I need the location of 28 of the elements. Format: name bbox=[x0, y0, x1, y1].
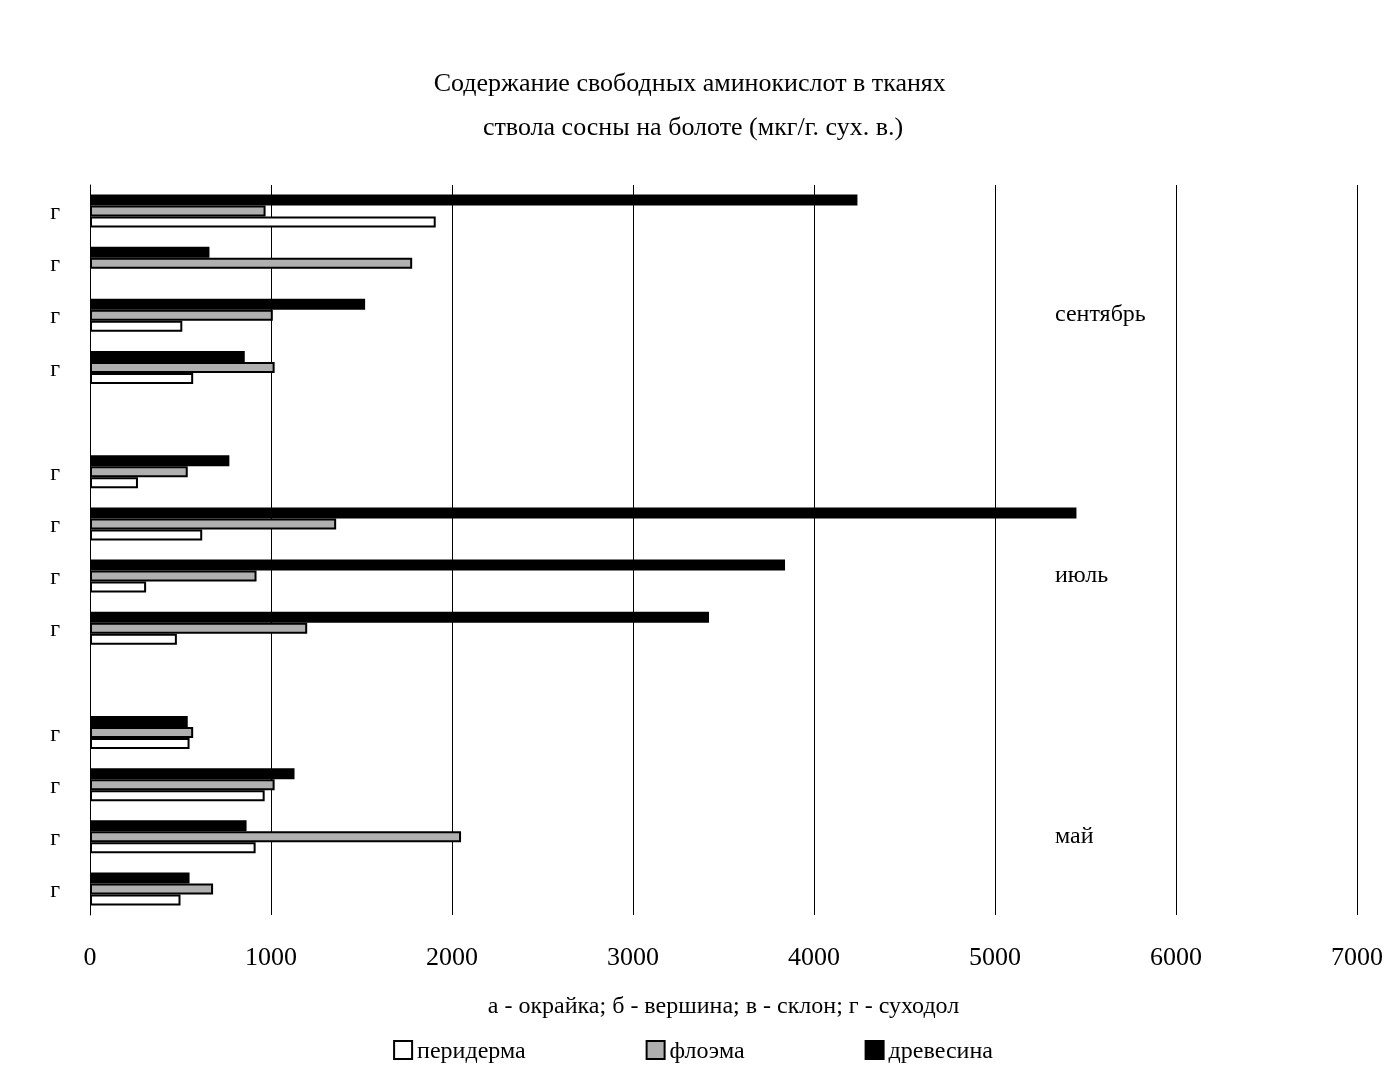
annotation: сентябрь bbox=[1055, 300, 1146, 327]
y-tick-label: г bbox=[50, 719, 61, 746]
x-tick-label: 3000 bbox=[607, 941, 659, 971]
y-tick-label: г bbox=[50, 563, 61, 590]
y-tick-label: г bbox=[50, 875, 61, 902]
x-tick-label: 7000 bbox=[1331, 941, 1383, 971]
x-axis-title: а - окрайка; б - вершина; в - склон; г - суходол bbox=[487, 992, 960, 1018]
chart-title: Содержание свободных аминокислот в тканях ствола сосны на болоте (мкг/г. сух. в.) bbox=[433, 67, 953, 141]
legend-label: перидерма bbox=[417, 1037, 526, 1063]
y-tick-label: г bbox=[50, 198, 61, 225]
x-tick-label: 5000 bbox=[969, 941, 1021, 971]
legend-label: древесина bbox=[888, 1037, 994, 1063]
y-tick-label: г bbox=[50, 354, 61, 381]
annotation: июль bbox=[1055, 561, 1109, 588]
legend-label: флоэма bbox=[669, 1037, 745, 1063]
x-tick-label: 2000 bbox=[426, 941, 478, 971]
y-tick-label: г bbox=[50, 615, 61, 642]
x-tick-label: 1000 bbox=[245, 941, 297, 971]
y-tick-label: г bbox=[50, 823, 61, 850]
y-tick-label: г bbox=[50, 302, 61, 329]
y-tick-label: г bbox=[50, 250, 61, 277]
annotation: май bbox=[1055, 821, 1094, 848]
x-tick-label: 4000 bbox=[788, 941, 840, 971]
x-tick-label: 0 bbox=[83, 941, 97, 971]
x-tick-label: 6000 bbox=[1150, 941, 1202, 971]
y-tick-label: г bbox=[50, 458, 61, 485]
y-tick-label: г bbox=[50, 510, 61, 537]
y-tick-label: г bbox=[50, 771, 61, 798]
